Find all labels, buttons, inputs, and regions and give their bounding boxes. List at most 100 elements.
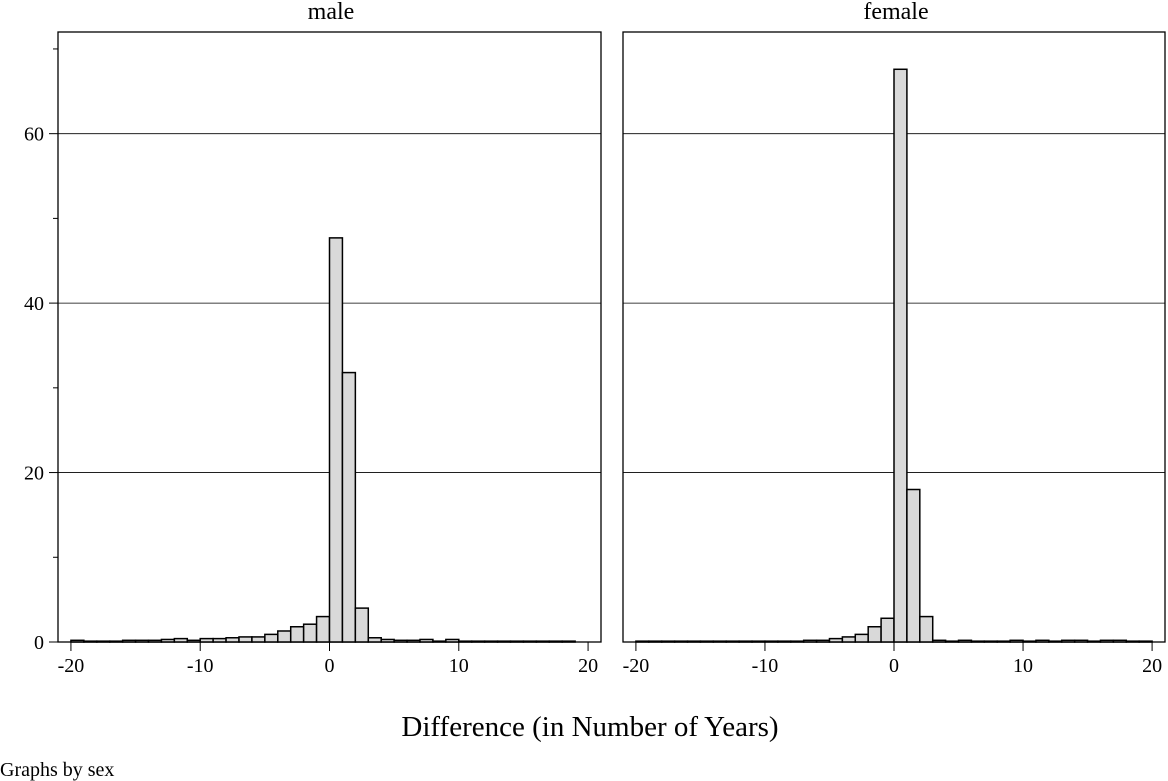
histogram-bar [996,640,1011,643]
panel-title-male: male [308,0,355,25]
histogram-bar [944,640,960,643]
y-tick-label: 60 [24,124,44,146]
histogram-bar [160,638,176,643]
histogram-bar [699,640,715,643]
histogram-bar [764,640,779,643]
histogram-bar [70,639,85,643]
histogram-bar [186,639,201,643]
histogram-bar [199,637,214,643]
panel-title-female: female [863,0,928,25]
panel-male: male -20 -10 0 10 20 [57,0,602,677]
histogram-bar [931,639,947,643]
histogram-bar [238,636,253,643]
histogram-bar [841,636,857,643]
histogram-bar [496,640,512,643]
histogram-bar [380,638,395,643]
histogram-bar [225,637,240,643]
histogram-bar [970,640,986,643]
histogram-bar [173,637,189,643]
x-tick-label: 0 [325,655,335,677]
histogram-bar [1048,640,1063,643]
histogram-bar [957,639,973,643]
histogram-bar [108,640,124,643]
histogram-bar [302,623,318,643]
histogram-bar [522,640,538,643]
histogram-bar [919,615,934,643]
histogram-bar [1061,639,1076,643]
histogram-bar [854,633,869,643]
histogram-bar [212,637,227,643]
histogram-bar [1086,640,1102,643]
y-tick-label: 0 [34,632,44,654]
x-tick-label: -20 [623,655,650,677]
histogram-bar [251,636,266,643]
x-tick-label: 0 [889,655,899,677]
x-tick-label: 20 [1142,655,1162,677]
histogram-bar [1073,639,1089,643]
x-tick-label: 10 [449,655,469,677]
histogram-bar [1009,639,1024,643]
histogram-bar [673,640,689,643]
histogram-bar [1138,640,1153,643]
histogram-bar [1125,640,1140,643]
histogram-bar [277,630,292,643]
histogram-bar [893,68,908,643]
histogram-bar [751,640,766,643]
histogram-bar [802,639,818,643]
histogram-bar [828,637,844,643]
histogram-bar [790,640,805,643]
histogram-bar [777,640,792,643]
histogram-bar [509,640,525,643]
histogram-bar [458,640,473,643]
graphs-by-note: Graphs by sex [0,759,114,781]
histogram-bar [83,640,98,643]
histogram-bar [406,639,421,643]
histogram-bar [367,637,382,643]
histogram-bar [328,237,344,643]
histogram-bar [880,617,895,643]
histogram-bar [738,640,753,643]
histogram-bar [96,640,111,643]
histogram-bar [134,639,150,643]
histogram-bar [419,638,434,643]
histogram-bar [815,639,831,643]
x-tick-label: -20 [58,655,85,677]
x-tick-label: 10 [1013,655,1033,677]
histogram-bar [906,488,921,643]
histogram-bar [264,633,279,643]
histogram-bar [535,640,551,643]
histogram-bar [1099,639,1115,643]
x-tick-label: 20 [578,655,598,677]
y-axis: 0 20 40 60 [24,48,58,654]
y-tick-label: 20 [24,463,44,485]
histogram-bar [470,640,486,643]
histogram-bar [341,371,357,643]
x-tick-label: -10 [752,655,779,677]
histogram-bar [725,640,740,643]
y-tick-label: 40 [24,293,44,315]
histogram-bar [983,640,998,643]
histogram-bar [686,640,702,643]
histogram-bar [635,640,650,643]
histogram-bar [548,640,563,643]
histogram-bar [121,639,137,643]
histogram-bar [1112,639,1128,643]
x-tick-label: -10 [187,655,214,677]
histogram-bar [289,626,305,643]
histogram-bar [648,640,663,643]
histogram-bar [867,626,882,643]
histogram-bar [483,640,499,643]
histogram-bar [660,640,676,643]
histogram-bar [315,615,331,643]
histogram-bar [1035,639,1050,643]
histogram-bar [1022,640,1037,643]
histogram-bar [712,640,727,643]
x-axis-label: Difference (in Number of Years) [401,711,778,743]
histogram-bar [445,638,460,643]
histogram-bar [561,640,576,643]
panel-female: female -20 -10 0 10 20 [622,0,1166,677]
histogram-bar [354,607,370,643]
histogram-bar [432,640,447,643]
histogram-bar [393,639,408,643]
